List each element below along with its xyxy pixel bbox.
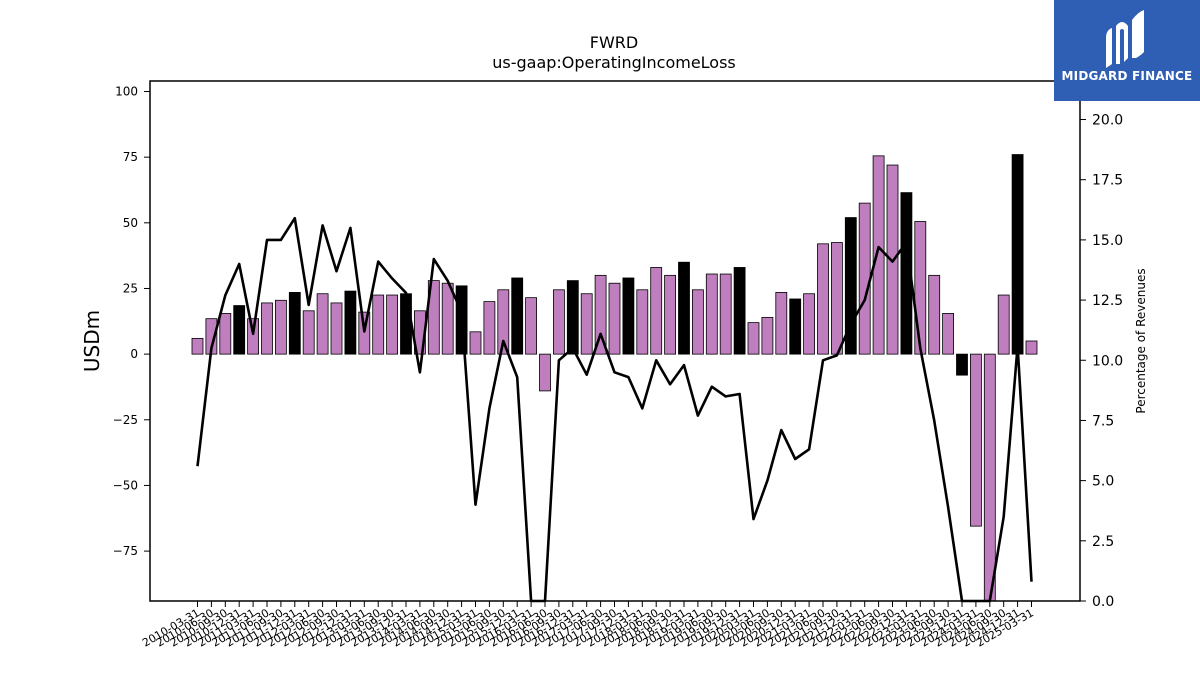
bar-2015-03-31 [469,331,482,355]
right-tick-label: 10.0 [1092,353,1123,369]
x-axis: 2010-03-312010-06-302010-09-302010-12-31… [140,601,1036,650]
bar-2012-03-31 [302,310,315,355]
bar-2014-06-30 [427,280,440,355]
bar-2024-12-31 [1011,154,1024,355]
bar-2015-06-30 [483,301,496,355]
right-tick-label: 2.5 [1092,534,1114,550]
bar-2013-09-30 [386,294,399,355]
right-tick-label: 0.0 [1092,594,1114,610]
left-tick-label: −75 [113,544,138,558]
bar-2013-06-30 [372,294,385,355]
bar-2024-03-31 [970,353,982,527]
bar-2023-09-30 [942,313,954,355]
bar-2021-03-31 [803,293,815,355]
right-axis: 20.0 17.5 15.0 12.5 10.0 7.5 5.0 2.5 0.0 [1080,113,1123,610]
bar-2023-03-31 [914,221,927,355]
bar-2021-06-30 [817,243,829,355]
bar-2022-06-30 [872,155,885,355]
bar-2010-09-30 [219,313,232,355]
bar-2017-06-30 [594,274,607,355]
bar-2021-12-31 [844,217,857,355]
bar-2023-06-30 [928,274,941,355]
bar-2024-06-30 [983,353,996,602]
bar-2010-12-31 [233,305,246,355]
bar-series [191,154,1038,602]
left-tick-label: −50 [113,478,138,492]
right-tick-label: 20.0 [1092,113,1123,129]
bar-2011-03-31 [247,318,260,355]
bar-2019-06-30 [705,273,718,355]
bar-2017-03-31 [580,293,593,355]
bar-2010-03-31 [191,337,204,355]
left-tick-label: 100 [115,85,138,99]
bar-2012-09-30 [330,302,343,355]
bar-2016-03-31 [525,297,537,355]
midgard-finance-logo: MIDGARD FINANCE [1054,0,1200,101]
bar-2020-03-31 [747,322,760,355]
bar-2020-12-31 [789,298,802,355]
left-tick-label: −25 [113,413,138,427]
right-axis-label: Percentage of Revenues [1134,268,1148,413]
chart-title: FWRD [590,33,638,52]
bar-2023-12-31 [956,353,968,376]
right-tick-label: 5.0 [1092,474,1114,490]
right-tick-label: 17.5 [1092,173,1123,189]
bar-2018-09-30 [664,274,676,355]
bar-2021-09-30 [831,242,843,355]
bar-2019-03-31 [692,289,704,355]
bar-2011-06-30 [261,302,273,355]
bar-2022-03-31 [858,202,871,355]
left-tick-label: 0 [130,347,138,361]
percentage-line [196,216,1033,603]
bar-2016-09-30 [553,289,565,355]
bar-2012-12-31 [344,290,357,355]
bar-2012-06-30 [316,293,329,355]
right-tick-label: 7.5 [1092,413,1114,429]
bar-2025-03-31 [1025,340,1038,355]
bar-2018-03-31 [636,289,649,355]
bar-2015-12-31 [511,277,524,355]
bar-2022-12-31 [900,192,913,355]
bar-2013-03-31 [358,311,371,355]
bar-2018-12-31 [678,261,690,355]
bar-2017-09-30 [608,282,621,355]
bar-2019-12-31 [733,267,746,355]
left-axis-label: USDm [80,310,104,372]
right-tick-label: 12.5 [1092,293,1123,309]
bar-2011-09-30 [274,299,287,355]
bar-2017-12-31 [622,277,635,355]
left-tick-label: 25 [123,281,138,295]
bar-2020-09-30 [775,292,788,355]
bar-2024-09-30 [997,294,1010,355]
bar-2016-06-30 [539,353,551,392]
bar-2019-09-30 [719,273,732,355]
bar-2013-12-31 [400,293,412,355]
bar-2015-09-30 [497,289,510,355]
logo-mark-icon [1106,10,1144,68]
bar-2018-06-30 [650,267,663,355]
bar-2020-06-30 [761,316,774,355]
bar-2014-09-30 [441,282,454,355]
bar-2016-12-31 [566,280,579,355]
left-tick-label: 75 [123,150,138,164]
logo-text: MIDGARD FINANCE [1061,69,1193,83]
chart-subtitle: us-gaap:OperatingIncomeLoss [492,53,736,72]
right-tick-label: 15.0 [1092,233,1123,249]
left-tick-label: 50 [123,216,138,230]
left-axis: 100 75 50 25 0 −25 −50 −75 [113,85,150,558]
bar-2011-12-31 [288,292,301,355]
